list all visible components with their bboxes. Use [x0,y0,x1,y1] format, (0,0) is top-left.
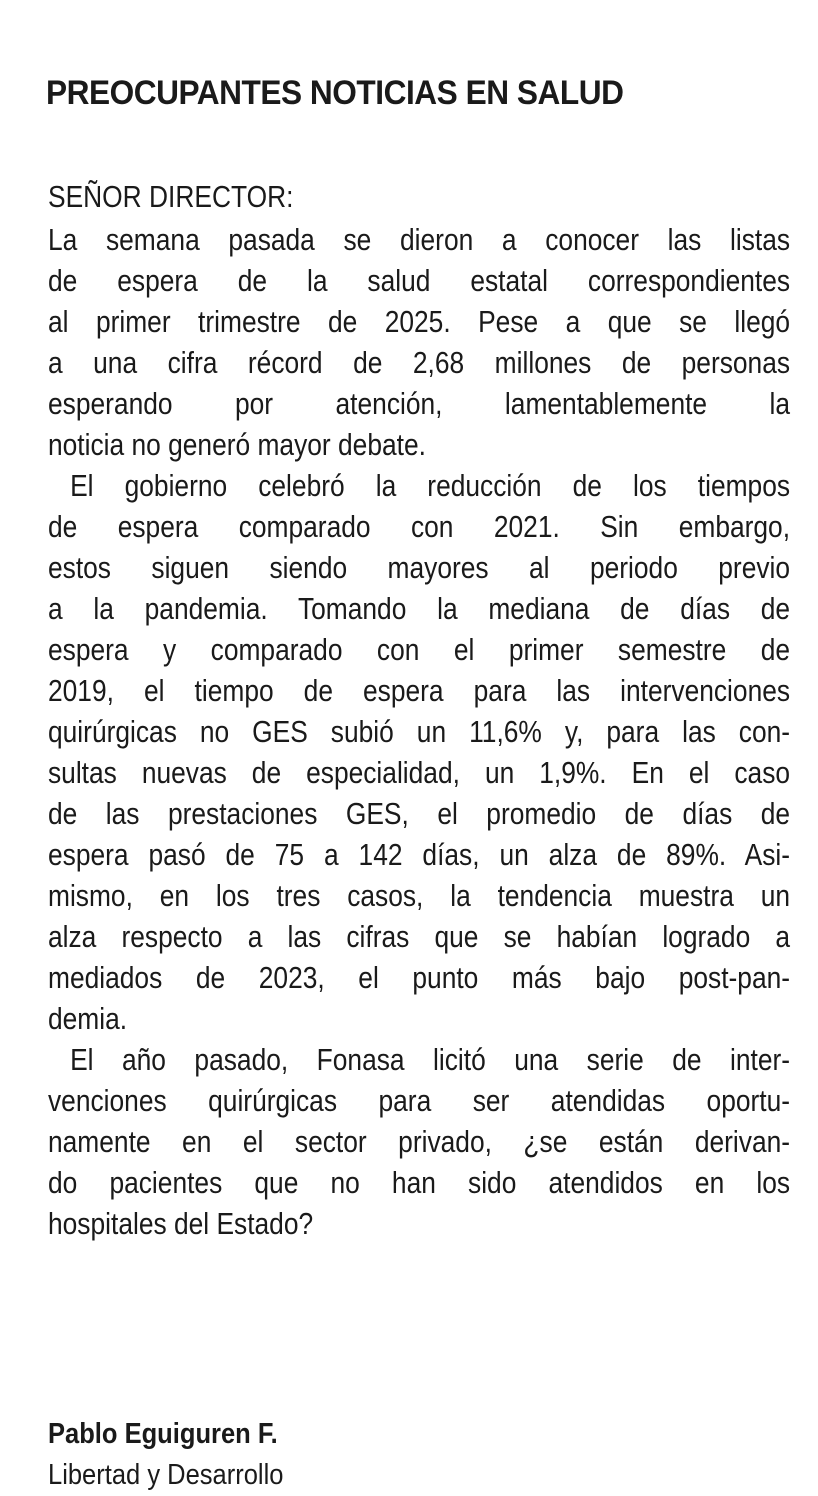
author-organization: Libertad y Desarrollo [48,1459,284,1491]
text-line: namente en el sector privado, ¿se están … [48,1124,791,1159]
paragraphs: La semana pasada se dieron a conocer las… [48,219,790,1244]
text-line: de las prestaciones GES, el promedio de … [48,796,791,831]
text-line: al primer trimestre de 2025. Pese a que … [48,304,791,339]
text-line: de espera de la salud estatal correspond… [48,263,791,298]
headline: PREOCUPANTES NOTICIAS EN SALUD [46,74,624,112]
text-line: alza respecto a las cifras que se habían… [48,919,791,954]
text-line: La semana pasada se dieron a conocer las… [48,222,791,257]
text-line: demia. [48,1001,128,1036]
text-line: a la pandemia. Tomando la mediana de día… [48,591,791,626]
letter-body: SEÑOR DIRECTOR: La semana pasada se dier… [48,176,790,1244]
signature: Pablo Eguiguren F. Libertad y Desarrollo [48,1414,283,1496]
text-line: espera pasó de 75 a 142 días, un alza de… [48,837,791,872]
salutation: SEÑOR DIRECTOR: [48,179,294,214]
text-line: venciones quirúrgicas para ser atendidas… [48,1083,791,1118]
text-line: El gobierno celebró la reducción de los … [70,468,791,503]
text-line: noticia no generó mayor debate. [48,427,426,462]
text-line: espera y comparado con el primer semestr… [48,632,791,667]
text-line: esperando por atención, lamentablemente … [48,386,791,421]
text-line: quirúrgicas no GES subió un 11,6% y, par… [48,714,791,749]
text-line: mediados de 2023, el punto más bajo post… [48,960,791,995]
text-line: a una cifra récord de 2,68 millones de p… [48,345,791,380]
paragraph: El gobierno celebró la reducción de los … [48,465,790,1039]
text-line: sultas nuevas de especialidad, un 1,9%. … [48,755,791,790]
text-line: hospitales del Estado? [48,1206,314,1241]
author-name: Pablo Eguiguren F. [48,1418,278,1450]
text-line: do pacientes que no han sido atendidos e… [48,1165,791,1200]
text-line: mismo, en los tres casos, la tendencia m… [48,878,791,913]
text-line: estos siguen siendo mayores al periodo p… [48,550,791,585]
text-line: de espera comparado con 2021. Sin embarg… [48,509,791,544]
text-line: 2019, el tiempo de espera para las inter… [48,673,791,708]
paragraph: El año pasado, Fonasa licitó una serie d… [48,1039,790,1244]
text-line: El año pasado, Fonasa licitó una serie d… [70,1042,791,1077]
paragraph: La semana pasada se dieron a conocer las… [48,219,790,465]
